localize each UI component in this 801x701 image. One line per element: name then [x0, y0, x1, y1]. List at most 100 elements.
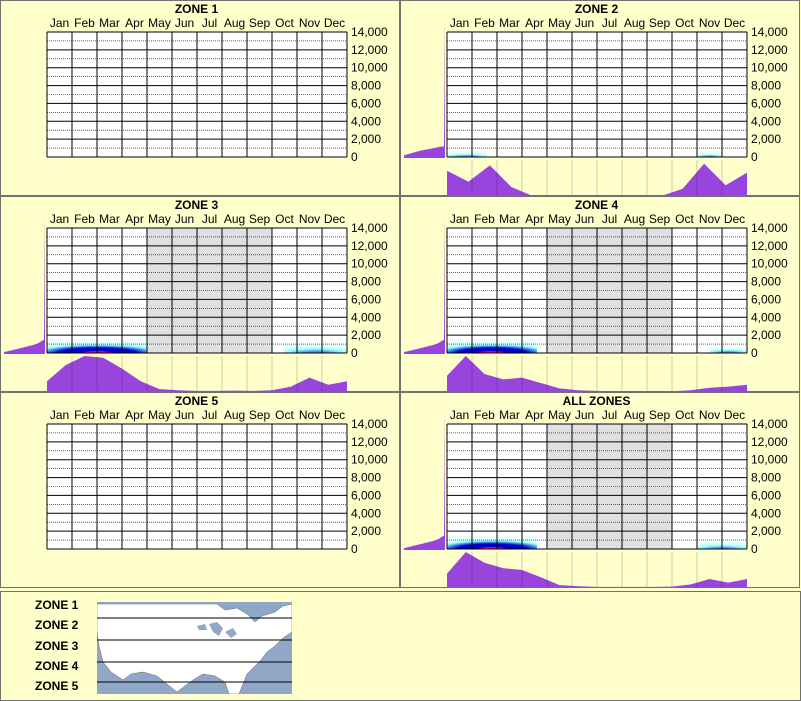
- y-tick-label: 12,000: [751, 239, 788, 253]
- density-band: [447, 339, 537, 353]
- y-tick-label: 2,000: [351, 328, 381, 342]
- chart-svg: Jan Feb Mar Apr May Jun Jul Aug Sep Oct Nov Dec 14,0…: [404, 212, 788, 391]
- y-tick-label: 6,000: [351, 96, 381, 110]
- month-tick-label: May: [148, 212, 171, 226]
- month-tick-label: Jun: [175, 16, 194, 30]
- month-tick-label: Aug: [224, 408, 245, 422]
- zone-panel-4: ZONE 4 Jan Feb Mar Apr May Jun Jul Aug Sep Oct Nov D…: [400, 196, 800, 392]
- y-tick-label: 8,000: [751, 275, 781, 289]
- month-tick-label: Jan: [50, 16, 69, 30]
- shaded-month-column: [622, 424, 647, 549]
- y-tick-label: 0: [351, 346, 358, 360]
- month-tick-label: Feb: [474, 212, 495, 226]
- month-tick-label: Jan: [50, 408, 69, 422]
- y-tick-label: 14,000: [351, 417, 388, 431]
- y-tick-label: 10,000: [351, 257, 388, 271]
- month-tick-label: May: [548, 16, 571, 30]
- shaded-month-column: [572, 424, 597, 549]
- month-tick-label: Nov: [699, 212, 720, 226]
- zone-panel-5: ZONE 5 Jan Feb Mar Apr May Jun Jul Aug Sep Oct Nov D…: [0, 392, 400, 588]
- month-tick-label: Dec: [324, 408, 345, 422]
- y-tick-label: 10,000: [351, 453, 388, 467]
- map-land: [97, 603, 292, 694]
- month-tick-label: Jun: [175, 212, 194, 226]
- month-tick-label: Aug: [224, 16, 245, 30]
- legend-zone-1-label: ZONE 1: [35, 598, 79, 612]
- month-tick-label: May: [548, 212, 571, 226]
- month-tick-label: Nov: [699, 408, 720, 422]
- month-tick-label: Dec: [724, 16, 745, 30]
- density-band: [709, 346, 747, 353]
- shaded-month-column: [572, 228, 597, 353]
- month-tick-label: Nov: [299, 16, 320, 30]
- month-tick-label: Oct: [675, 212, 694, 226]
- us-zone-map: [97, 602, 292, 694]
- chart-svg: Jan Feb Mar Apr May Jun Jul Aug Sep Oct Nov Dec 14,0…: [46, 408, 388, 556]
- month-tick-label: Apr: [125, 408, 144, 422]
- month-tick-label: Nov: [299, 212, 320, 226]
- zone-map-legend: ZONE 1 ZONE 2 ZONE 3 ZONE 4 ZONE 5: [0, 591, 801, 701]
- y-tick-label: 10,000: [751, 453, 788, 467]
- zone-panel-1: ZONE 1 Jan Feb Mar Apr May Jun Jul Aug Sep Oct Nov D…: [0, 0, 400, 196]
- month-tick-label: Feb: [474, 16, 495, 30]
- month-tick-label: Feb: [74, 408, 95, 422]
- chart-title: ALL ZONES: [562, 394, 631, 408]
- month-tick-label: Jul: [602, 408, 617, 422]
- month-tick-label: May: [148, 408, 171, 422]
- y-tick-label: 12,000: [351, 239, 388, 253]
- month-tick-label: Feb: [74, 212, 95, 226]
- zone-panel-2: ZONE 2 Jan Feb Mar Apr May Jun Jul Aug Sep Oct Nov D…: [400, 0, 800, 196]
- month-tick-label: Jun: [575, 212, 594, 226]
- month-tick-label: Apr: [525, 16, 544, 30]
- month-tick-label: Dec: [724, 408, 745, 422]
- y-tick-label: 14,000: [751, 417, 788, 431]
- month-tick-label: Oct: [275, 212, 294, 226]
- shaded-month-column: [222, 228, 247, 353]
- shaded-month-column: [172, 228, 197, 353]
- y-tick-label: 4,000: [751, 114, 781, 128]
- month-tick-label: Sep: [249, 212, 271, 226]
- month-tick-label: Jan: [450, 212, 469, 226]
- month-tick-label: Jun: [575, 408, 594, 422]
- month-tick-label: Sep: [249, 408, 271, 422]
- legend-zone-4-label: ZONE 4: [35, 659, 79, 673]
- chart-svg: Jan Feb Mar Apr May Jun Jul Aug Sep Oct Nov Dec 14,0…: [46, 16, 388, 164]
- y-tick-label: 10,000: [751, 257, 788, 271]
- y-tick-label: 0: [751, 150, 758, 164]
- y-tick-label: 8,000: [351, 275, 381, 289]
- y-tick-label: 2,000: [351, 524, 381, 538]
- y-tick-label: 14,000: [751, 25, 788, 39]
- month-tick-label: Sep: [649, 16, 671, 30]
- y-tick-label: 14,000: [351, 25, 388, 39]
- month-tick-label: Apr: [525, 408, 544, 422]
- month-tick-label: Dec: [324, 212, 345, 226]
- month-tick-label: Sep: [649, 408, 671, 422]
- month-tick-label: Mar: [99, 408, 120, 422]
- left-elevation-profile: [4, 213, 45, 354]
- month-tick-label: Aug: [224, 212, 245, 226]
- y-tick-label: 2,000: [751, 132, 781, 146]
- month-tick-label: Apr: [125, 212, 144, 226]
- legend-zone-2-label: ZONE 2: [35, 618, 79, 632]
- month-tick-label: May: [148, 16, 171, 30]
- y-tick-label: 6,000: [751, 292, 781, 306]
- month-tick-label: Aug: [624, 408, 645, 422]
- month-tick-label: Mar: [499, 408, 520, 422]
- great-lakes: [197, 622, 237, 638]
- y-tick-label: 4,000: [751, 506, 781, 520]
- y-tick-label: 4,000: [751, 310, 781, 324]
- month-tick-label: Mar: [99, 212, 120, 226]
- month-tick-label: Jul: [202, 408, 217, 422]
- month-tick-label: Nov: [299, 408, 320, 422]
- y-tick-label: 2,000: [351, 132, 381, 146]
- y-tick-label: 12,000: [351, 435, 388, 449]
- zone-panel-3: ZONE 3 Jan Feb Mar Apr May Jun Jul Aug Sep Oct Nov D…: [0, 196, 400, 392]
- y-tick-label: 0: [351, 150, 358, 164]
- month-tick-label: Feb: [474, 408, 495, 422]
- left-elevation-profile: [404, 409, 445, 550]
- y-tick-label: 4,000: [351, 310, 381, 324]
- y-tick-label: 10,000: [751, 61, 788, 75]
- y-tick-label: 4,000: [351, 114, 381, 128]
- chart-title: ZONE 2: [574, 2, 619, 16]
- y-tick-label: 0: [751, 346, 758, 360]
